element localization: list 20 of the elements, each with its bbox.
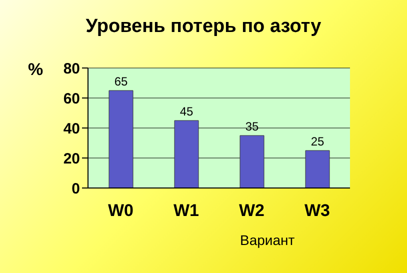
bar <box>174 120 199 188</box>
bar <box>305 150 330 188</box>
y-tick-label: 20 <box>63 150 80 168</box>
y-tick-label: 80 <box>63 60 80 78</box>
data-label: 35 <box>245 120 259 134</box>
data-label: 45 <box>180 104 194 118</box>
x-tick-label: W3 <box>304 201 330 220</box>
data-label: 25 <box>310 134 324 148</box>
x-axis-title: Вариант <box>240 232 295 248</box>
data-label: 65 <box>114 74 128 88</box>
y-tick-label: 40 <box>63 120 80 138</box>
x-tick-label: W1 <box>174 201 199 220</box>
x-tick-label: W2 <box>239 201 264 220</box>
x-tick-label: W0 <box>108 201 134 220</box>
bar <box>108 90 134 188</box>
y-tick-label: 0 <box>72 180 80 198</box>
chart-title: Уровень потерь по азоту <box>84 16 322 38</box>
bar <box>240 135 264 188</box>
y-axis-title: % <box>28 60 44 80</box>
y-tick-label: 60 <box>63 90 80 108</box>
